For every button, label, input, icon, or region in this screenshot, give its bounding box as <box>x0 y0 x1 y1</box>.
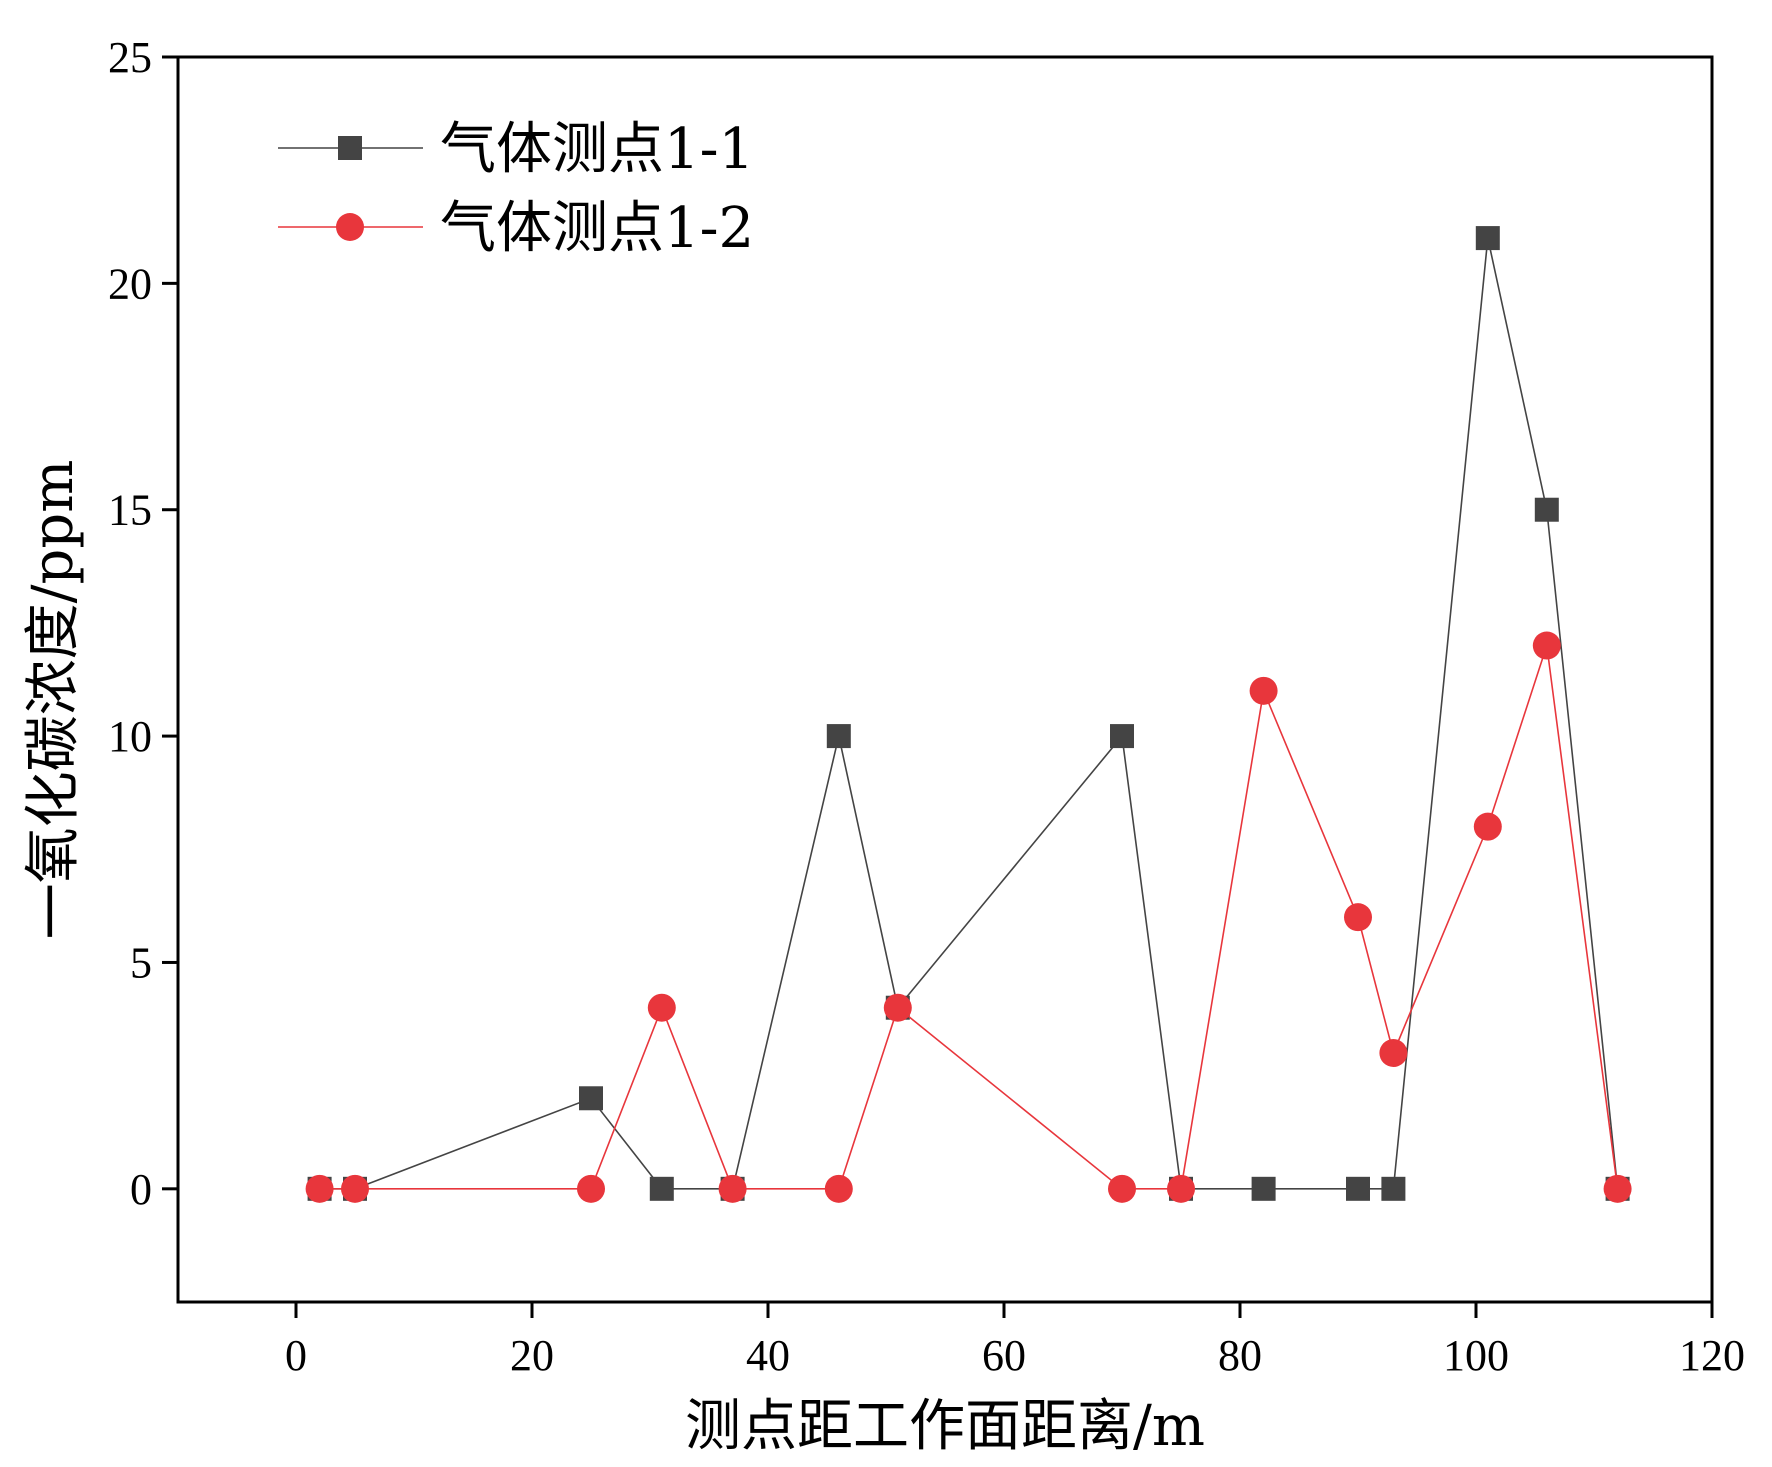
x-tick-label: 40 <box>746 1331 790 1380</box>
series-1 <box>307 226 1630 1201</box>
series-line <box>319 237 1619 1190</box>
data-point <box>341 1174 369 1203</box>
data-point <box>1379 1039 1408 1067</box>
legend-item-1: 气体测点1-1 <box>278 117 754 182</box>
y-tick-label: 20 <box>108 259 152 308</box>
x-tick-label: 120 <box>1679 1331 1745 1380</box>
y-tick-label: 5 <box>130 938 152 987</box>
data-point <box>1534 497 1559 522</box>
legend: 气体测点1-1 气体测点1-2 <box>278 117 754 261</box>
data-point <box>1110 724 1134 749</box>
legend-marker <box>338 136 362 160</box>
legend-label: 气体测点1-2 <box>440 196 754 261</box>
series-line <box>319 645 1619 1190</box>
data-point <box>883 993 912 1022</box>
data-point <box>824 1174 853 1203</box>
data-point <box>1167 1174 1195 1203</box>
data-point <box>1251 1176 1276 1201</box>
data-point <box>305 1174 334 1203</box>
legend-item-2: 气体测点1-2 <box>278 196 754 261</box>
y-tick-label: 0 <box>130 1165 152 1214</box>
data-point <box>579 1086 603 1111</box>
data-point <box>1249 676 1278 705</box>
data-point <box>1603 1174 1632 1203</box>
axis-ticks: 0 20 40 60 80 100 120 0 5 10 15 20 25 <box>108 33 1745 1380</box>
plot-area <box>176 55 1714 1304</box>
series-2 <box>305 631 1632 1203</box>
data-point <box>1475 226 1500 251</box>
data-point <box>1473 812 1502 841</box>
legend-label: 气体测点1-1 <box>440 117 754 182</box>
data-point <box>647 993 676 1022</box>
x-tick-label: 60 <box>982 1331 1026 1380</box>
data-point <box>1532 631 1561 660</box>
data-point <box>826 724 851 749</box>
x-tick-label: 0 <box>285 1331 307 1380</box>
data-point <box>1346 1176 1370 1201</box>
data-point <box>577 1174 605 1203</box>
legend-marker <box>336 213 364 241</box>
data-point <box>649 1176 674 1201</box>
data-point <box>1108 1174 1136 1203</box>
data-point <box>1381 1176 1406 1201</box>
x-tick-label: 80 <box>1218 1331 1262 1380</box>
y-tick-label: 25 <box>108 33 152 82</box>
plot-frame <box>176 55 1714 1304</box>
y-axis-title: 一氧化碳浓度/ppm <box>21 460 86 940</box>
data-point <box>718 1174 747 1203</box>
y-tick-label: 15 <box>108 486 152 535</box>
x-axis-title: 测点距工作面距离/m <box>685 1394 1205 1459</box>
data-point <box>1344 903 1372 932</box>
x-tick-label: 100 <box>1443 1331 1509 1380</box>
y-tick-label: 10 <box>108 712 152 761</box>
series-layer <box>305 226 1632 1203</box>
x-tick-label: 20 <box>510 1331 554 1380</box>
